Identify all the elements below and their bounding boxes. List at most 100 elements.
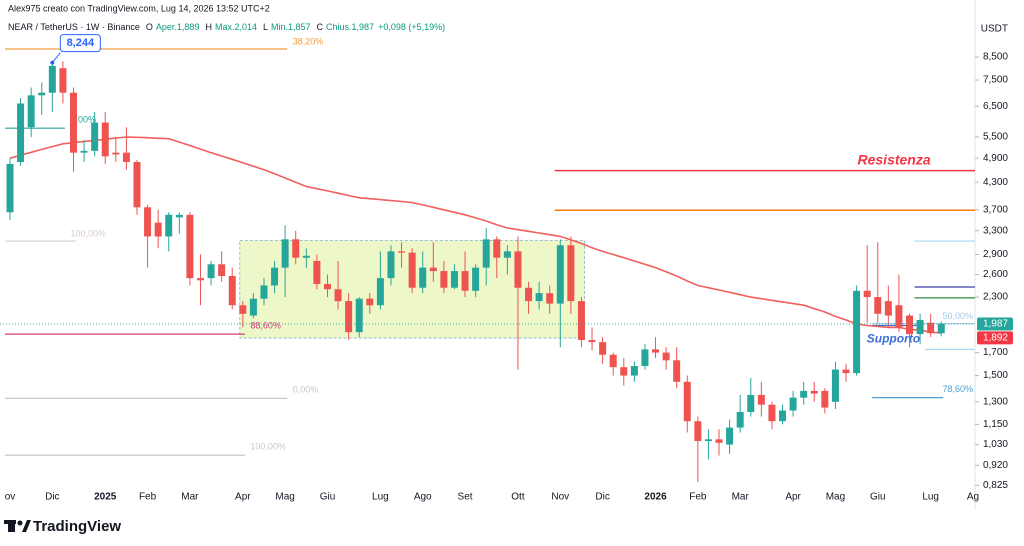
y-tick-label: 7,500 — [983, 75, 1008, 86]
candle-body — [91, 122, 99, 151]
candle-body — [620, 367, 628, 376]
symbol: NEAR / TetherUS · 1W · Binance — [8, 22, 140, 32]
ohlc-value: Chius.1,987 — [326, 22, 374, 32]
callout-leader — [51, 52, 61, 63]
candle-body — [133, 161, 141, 208]
y-tick-label: 2,900 — [983, 249, 1008, 260]
y-tick-label: 0,825 — [983, 480, 1008, 491]
y-tick-label: 2,300 — [983, 292, 1008, 303]
x-tick-label: Set — [458, 492, 473, 503]
candle-body — [122, 152, 130, 162]
candle-body — [59, 68, 67, 93]
price-tag — [977, 317, 1013, 331]
candle-body — [196, 278, 204, 281]
candle-body — [779, 410, 787, 422]
candle-body — [440, 271, 448, 288]
candle-body — [271, 267, 279, 286]
candle-body — [80, 150, 88, 153]
x-tick-label: Mar — [732, 492, 750, 503]
y-tick-label: 5,500 — [983, 132, 1008, 143]
candle-body — [768, 404, 776, 422]
candle-body — [323, 283, 331, 290]
candle-body — [334, 289, 342, 302]
candle-body — [165, 214, 173, 237]
x-tick-label: Feb — [139, 492, 157, 503]
candle-body — [704, 439, 712, 442]
candle-body — [683, 381, 691, 422]
candle-body — [715, 439, 723, 443]
candle-body — [789, 397, 797, 411]
candle-body — [38, 92, 46, 96]
change: +0,098 (+5,19%) — [378, 22, 445, 32]
logo-mark — [8, 520, 15, 532]
candle-body — [853, 290, 861, 374]
ohlc-value: Aper.1,889 — [156, 22, 200, 32]
level-label: 50,00% — [942, 311, 973, 321]
x-tick-label: Feb — [689, 492, 707, 503]
ohlc-value: Max.2,014 — [215, 22, 257, 32]
x-tick-label: Mag — [826, 492, 845, 503]
ohlc-key: H — [205, 22, 212, 32]
candle-body — [302, 255, 310, 258]
candle-body — [609, 354, 617, 368]
y-tick-label: 3,300 — [983, 225, 1008, 236]
candle-body — [429, 267, 437, 272]
y-tick-label: 1,700 — [983, 347, 1008, 358]
candle-body — [207, 264, 215, 279]
y-tick-label: 1,500 — [983, 370, 1008, 381]
x-tick-label: Lug — [372, 492, 389, 503]
candle-body — [514, 251, 522, 288]
price-tag-label: 1,987 — [983, 319, 1008, 330]
candle-body — [535, 293, 543, 302]
candle-body — [757, 394, 765, 405]
candle-body — [652, 349, 660, 353]
candle-body — [472, 267, 480, 291]
x-tick-label: Apr — [235, 492, 251, 503]
candle-body — [154, 222, 162, 237]
candle-body — [906, 315, 914, 335]
candle-body — [736, 412, 744, 428]
x-tick-label: 2026 — [644, 492, 667, 503]
candle-body — [641, 349, 649, 367]
candle-body — [546, 293, 554, 304]
x-tick-label: 2025 — [94, 492, 117, 503]
ohlc-value: Min.1,857 — [271, 22, 311, 32]
candle-body — [249, 298, 257, 316]
logo-mark — [22, 520, 31, 532]
y-tick-label: 6,500 — [983, 101, 1008, 112]
candle-body — [260, 285, 268, 299]
ohlc-key: C — [317, 22, 324, 32]
y-tick-label: 1,300 — [983, 396, 1008, 407]
x-tick-label: Mag — [275, 492, 294, 503]
candle-body — [6, 163, 14, 213]
candle-body — [525, 287, 533, 302]
candle-body — [144, 207, 152, 237]
candle-body — [673, 360, 681, 382]
candle-body — [17, 103, 25, 162]
candle-body — [186, 214, 194, 279]
candle-body — [821, 390, 829, 408]
currency: USDT — [981, 24, 1008, 35]
candle-body — [863, 290, 871, 298]
candle-body — [694, 421, 702, 442]
level-label: Resistenza — [858, 151, 931, 167]
y-tick-label: 4,900 — [983, 153, 1008, 164]
x-tick-label: Ago — [414, 492, 432, 503]
callout-box — [59, 34, 101, 53]
candle-body — [599, 342, 607, 355]
x-tick-label: Nov — [551, 492, 569, 503]
candle-body — [747, 394, 755, 413]
candle-body — [398, 251, 406, 253]
candle-body — [228, 275, 236, 306]
symbol-legend: NEAR / TetherUS · 1W · Binance O Aper.1,88… — [8, 22, 445, 32]
x-tick-label: Apr — [785, 492, 801, 503]
candle-body — [916, 320, 924, 335]
x-tick-label: Dic — [595, 492, 609, 503]
price-tag — [977, 331, 1013, 345]
candle-body — [556, 245, 564, 304]
ohlc-key: O — [146, 22, 153, 32]
candle-body — [884, 301, 892, 316]
candle-body — [69, 92, 77, 153]
candle-body — [842, 369, 850, 374]
